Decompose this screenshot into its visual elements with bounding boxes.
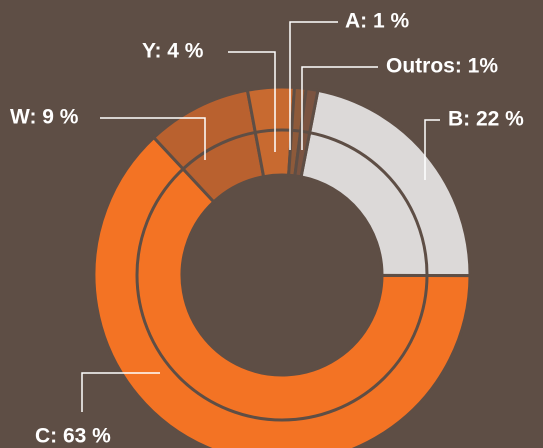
leader-line [100,117,206,160]
data-label: Y: 4 % [142,40,204,63]
wedge [299,88,472,278]
data-label: W: 9 % [10,106,79,129]
ring-divider [135,128,429,422]
data-label: A: 1 % [345,10,410,33]
labels: B: 22 % C: 63 % W: 9 % Y: 4 % A: 1 % Outros: … [10,10,524,448]
data-label: B: 22 % [448,108,524,131]
leader-line [301,66,378,150]
data-label: C: 63 % [35,425,111,448]
data-label: Outros: 1% [386,55,498,78]
leader-line [228,51,276,152]
leader-line [424,119,440,180]
wedges [92,85,472,448]
wedge [92,135,472,448]
leader-line [289,21,338,150]
leader-line [81,372,160,412]
